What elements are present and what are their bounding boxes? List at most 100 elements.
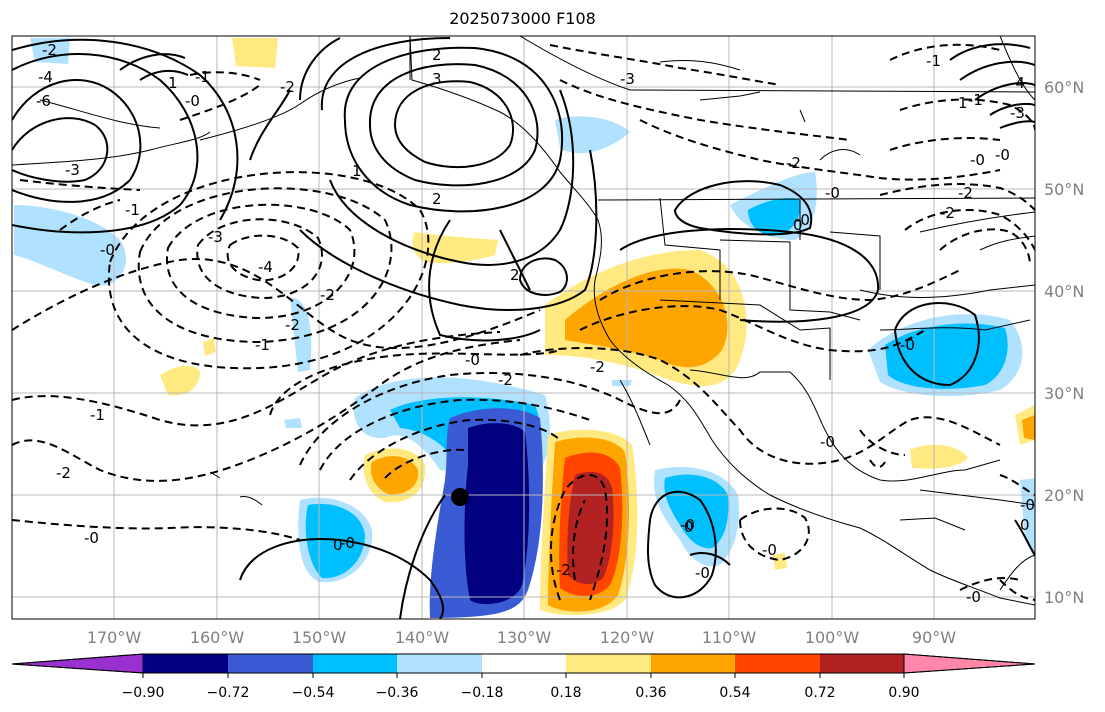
contour-label: -0 (966, 588, 981, 606)
lon-label: 130°W (497, 628, 552, 647)
lat-label: 30°N (1044, 384, 1084, 403)
colorbar-segment (313, 654, 397, 673)
contour-label: -2 (786, 154, 801, 172)
contour-label-positive: 3 (432, 70, 442, 88)
colorbar-tick-label: −0.18 (461, 685, 504, 701)
shading-navy (464, 423, 530, 605)
contour-label: -2 (320, 286, 335, 304)
contour-label-positive: 0 (1020, 516, 1030, 534)
contour-label: -4 (1010, 74, 1025, 92)
contour-label: -0 (84, 529, 99, 547)
contour-label-positive: 0 (684, 518, 694, 536)
colorbar-tick-label: 0.72 (804, 685, 835, 701)
contour-label: -1 (968, 91, 983, 109)
contour-label: -0 (680, 516, 695, 534)
contour-label: -6 (36, 92, 51, 110)
contour-label: -0 (825, 184, 840, 202)
colorbar-ticks (142, 673, 905, 678)
contour-label: -0 (970, 151, 985, 169)
contour-label: -0 (1020, 496, 1035, 514)
contour-label: -2 (940, 204, 955, 222)
contour-label-positive: 2 (432, 46, 442, 64)
contour-label: -0 (995, 146, 1010, 164)
colorbar-segment (143, 654, 228, 673)
colorbar-extend-high (903, 653, 1036, 674)
contour-label: -2 (280, 78, 295, 96)
shading-dark-red (567, 471, 614, 585)
lat-label: 40°N (1044, 282, 1084, 301)
contour-label: -2 (556, 561, 571, 579)
lat-label: 10°N (1044, 588, 1084, 607)
contour-label: -0 (185, 92, 200, 110)
contour-label: -1 (255, 336, 270, 354)
lon-label: 90°W (912, 628, 956, 647)
contour-label: -3 (1010, 104, 1025, 122)
lon-label: 150°W (292, 628, 347, 647)
colorbar-tick-label: −0.54 (292, 685, 335, 701)
coastlines (12, 36, 1035, 606)
colorbar-tick-label: 0.36 (635, 685, 666, 701)
contour-label: -0 (340, 534, 355, 552)
lat-label: 60°N (1044, 78, 1084, 97)
contour-label: -1 (125, 201, 140, 219)
contour-label: -3 (620, 70, 635, 88)
contour-label: -1 (90, 406, 105, 424)
colorbar-segment (820, 654, 904, 673)
contour-label-positive: 1 (168, 74, 178, 92)
longitude-labels: 170°W 160°W 150°W 140°W 130°W 120°W 110°… (87, 628, 956, 647)
contour-label: -0 (762, 541, 777, 559)
storm-center-marker (451, 488, 469, 506)
colorbar-tick-label: 0.54 (719, 685, 750, 701)
colorbar-segment (566, 654, 651, 673)
contour-label-positive: 0 (793, 216, 803, 234)
plot-area: -2 -4 -6 -3 -1 -0 -3 -4 -2 -1 -2 -0 -2 -… (12, 36, 1035, 619)
lon-label: 160°W (190, 628, 245, 647)
lon-label: 100°W (805, 628, 860, 647)
contour-label-positive: 2 (510, 266, 520, 284)
colorbar-segment (397, 654, 482, 673)
contour-label-positive: 1 (958, 94, 968, 112)
contour-label-positive: 1 (352, 162, 362, 180)
contour-label: -2 (958, 184, 973, 202)
lat-label: 50°N (1044, 180, 1084, 199)
contour-label-positive: 2 (432, 190, 442, 208)
colorbar-segment (482, 654, 566, 673)
contour-labels: -2 -4 -6 -3 -1 -0 -3 -4 -2 -1 -2 -0 -2 -… (36, 41, 1035, 606)
lon-label: 120°W (600, 628, 655, 647)
colorbar-segment (228, 654, 313, 673)
contour-label: -4 (38, 68, 53, 86)
contour-label: -0 (100, 241, 115, 259)
contour-label: -3 (208, 228, 223, 246)
contour-label: -2 (56, 464, 71, 482)
contour-label: -1 (195, 68, 210, 86)
colorbar-segment (735, 654, 820, 673)
contours-positive (12, 37, 1035, 619)
lon-label: 170°W (87, 628, 142, 647)
lon-label: 140°W (395, 628, 450, 647)
contour-label: -2 (42, 41, 57, 59)
lat-label: 20°N (1044, 486, 1084, 505)
colorbar-extend-low (11, 653, 144, 674)
chart-title: 2025073000 F108 (449, 9, 596, 28)
contour-label: -0 (695, 564, 710, 582)
contour-label: -2 (285, 316, 300, 334)
colorbar-tick-label: −0.72 (207, 685, 250, 701)
contour-label: -0 (465, 351, 480, 369)
colorbar-tick-label: 0.18 (550, 685, 581, 701)
colorbar-tick-label: −0.36 (376, 685, 419, 701)
colorbar-segment (651, 654, 735, 673)
colorbar-tick-label: −0.90 (122, 685, 165, 701)
latitude-labels: 60°N 50°N 40°N 30°N 20°N 10°N (1044, 78, 1084, 607)
contour-label: -3 (65, 161, 80, 179)
contour-label: -0 (900, 336, 915, 354)
contour-label: -0 (795, 211, 810, 229)
contour-label: -0 (820, 433, 835, 451)
plot-frame (11, 35, 1036, 620)
colorbar: −0.90 −0.72 −0.54 −0.36 −0.18 0.18 0.36 … (11, 653, 1036, 701)
colorbar-tick-label: 0.90 (888, 685, 919, 701)
contour-label: -2 (590, 358, 605, 376)
contour-label-positive: 0 (333, 536, 343, 554)
contour-label: -4 (258, 258, 273, 276)
lon-label: 110°W (702, 628, 757, 647)
